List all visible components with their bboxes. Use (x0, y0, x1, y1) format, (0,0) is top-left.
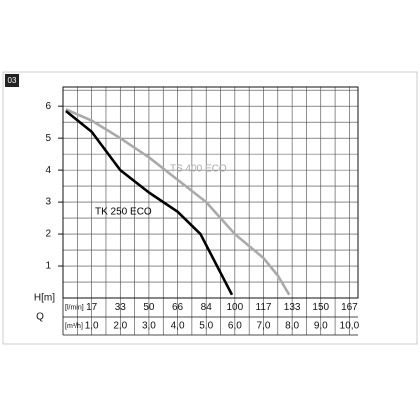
y-tick-label: 3 (45, 197, 51, 208)
y-tick-label: 5 (45, 133, 51, 144)
x-secondary-tick-label: 100 (227, 302, 244, 313)
x-secondary-tick-label: 17 (86, 302, 98, 313)
x-secondary-unit: [l/min] (65, 304, 84, 311)
x-tick-label: 3,0 (142, 321, 156, 332)
x-tick-label: 5,0 (199, 321, 213, 332)
x-secondary-tick-label: 133 (284, 302, 301, 313)
x-unit: [m³/h] (65, 323, 83, 330)
x-secondary-tick-label: 150 (312, 302, 329, 313)
series-line (65, 108, 291, 296)
x-tick-label: 4,0 (171, 321, 185, 332)
plot-frame (62, 86, 359, 299)
x-secondary-tick-label: 66 (172, 302, 184, 313)
x-tick-label: 6,0 (228, 321, 242, 332)
frame (2, 71, 418, 345)
series-label: TK 250 ECO (95, 207, 152, 218)
y-tick-label: 6 (45, 101, 51, 112)
y-tick-label: 2 (45, 229, 51, 240)
y-tick-label: 1 (45, 261, 51, 272)
series-label: TS 400 ECO (170, 164, 227, 175)
x-secondary-tick-label: 167 (341, 302, 358, 313)
x-axis-label: Q (36, 312, 44, 323)
y-axis-label: H[m] (34, 293, 55, 304)
series-line (65, 109, 234, 296)
x-tick-label: 10,0 (340, 321, 360, 332)
x-tick-label: 1,0 (85, 321, 99, 332)
x-secondary-tick-label: 33 (115, 302, 127, 313)
x-secondary-tick-label: 84 (201, 302, 213, 313)
x-secondary-tick-label: 117 (256, 302, 272, 313)
x-tick-label: 9,0 (314, 321, 328, 332)
page-label-box (5, 74, 19, 87)
x-tick-label: 7,0 (257, 321, 271, 332)
y-tick-label: 4 (45, 165, 51, 176)
page-label: 03 (8, 76, 17, 85)
x-tick-label: 2,0 (113, 321, 127, 332)
x-secondary-tick-label: 50 (143, 302, 155, 313)
x-tick-label: 8,0 (285, 321, 299, 332)
